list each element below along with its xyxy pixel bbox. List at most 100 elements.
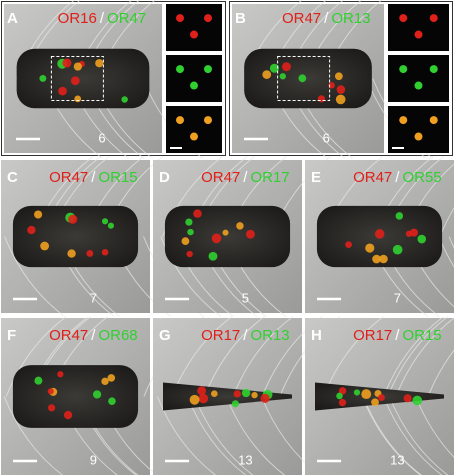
cell [410, 228, 418, 237]
panel-label: OR17/OR15 [353, 327, 442, 344]
panel: A OR16/OR47 6 [1, 0, 226, 159]
separator: / [395, 327, 400, 344]
cell [298, 74, 307, 83]
cell [190, 132, 198, 141]
inset [388, 106, 449, 153]
cell [236, 222, 244, 230]
panel: D OR47/OR17 5 [153, 156, 332, 317]
cell-count: 5 [242, 290, 249, 305]
panel-label: OR47/OR17 [201, 169, 290, 186]
cell [27, 225, 36, 235]
red-label: OR47 [282, 10, 321, 27]
cell [414, 81, 423, 90]
inset [166, 4, 222, 51]
panel-letter: B [235, 10, 246, 27]
cell [204, 65, 212, 74]
panel-letter: E [311, 169, 321, 186]
cell [190, 30, 198, 39]
cell [379, 254, 388, 264]
cell [34, 376, 43, 385]
red-label: OR47 [49, 327, 88, 344]
hair [387, 316, 449, 397]
zoom-box [50, 56, 104, 101]
separator: / [324, 10, 329, 27]
cell [414, 30, 423, 39]
red-label: OR17 [201, 327, 240, 344]
cell [211, 233, 222, 244]
green-label: OR13 [331, 10, 370, 27]
hair [4, 236, 65, 317]
panel: C OR47/OR15 7 [1, 156, 204, 317]
cell [336, 85, 346, 94]
cell [372, 254, 381, 264]
red-label: OR47 [201, 169, 240, 186]
cell [338, 398, 347, 407]
cell [62, 58, 72, 68]
cell [371, 398, 379, 407]
separator: / [91, 327, 96, 344]
cell [417, 234, 427, 244]
separator: / [395, 169, 400, 186]
separator: / [243, 327, 248, 344]
hair [383, 396, 443, 475]
cell [101, 248, 109, 256]
hair [225, 396, 286, 475]
cell [108, 397, 116, 405]
cell [241, 388, 251, 398]
cell [374, 229, 385, 239]
cell [245, 229, 255, 239]
cell [86, 250, 94, 257]
cell [73, 62, 82, 71]
cell [251, 391, 258, 399]
cell [403, 394, 412, 403]
zoom-box [277, 56, 331, 101]
panel-label: OR17/OR13 [201, 327, 290, 344]
cell [198, 393, 209, 404]
cell [429, 116, 438, 125]
cell [67, 249, 76, 258]
separator: / [100, 10, 105, 27]
panel-letter: C [7, 169, 18, 186]
inset [388, 4, 449, 51]
cell [405, 230, 413, 237]
green-label: OR15 [402, 327, 441, 344]
red-label: OR47 [49, 169, 88, 186]
cell [185, 218, 193, 226]
cell [414, 132, 423, 141]
cell [279, 73, 286, 80]
cell [211, 390, 218, 398]
cell [281, 62, 291, 72]
inset [166, 106, 222, 153]
green-label: OR47 [107, 10, 146, 27]
panel-letter: D [159, 169, 170, 186]
cell-count: 7 [394, 290, 401, 305]
hair [439, 207, 454, 237]
panel-label: OR47/OR15 [49, 169, 138, 186]
cell [338, 387, 347, 395]
cell [208, 251, 218, 261]
cell [193, 209, 202, 218]
cell [204, 116, 212, 125]
cell [176, 14, 184, 23]
hair [362, 396, 423, 475]
larva-body [16, 48, 150, 109]
cell [47, 388, 54, 395]
cell [95, 59, 104, 68]
cell [335, 94, 346, 105]
cell [92, 390, 102, 399]
cell [392, 244, 403, 255]
green-label: OR13 [250, 327, 289, 344]
panel-label: OR47/OR55 [353, 169, 442, 186]
green-label: OR55 [402, 169, 441, 186]
cell [365, 243, 375, 253]
cell [429, 14, 438, 23]
cell [260, 393, 270, 403]
panel: G OR17/OR13 13 [153, 316, 341, 475]
cell [57, 371, 64, 378]
cell [412, 395, 423, 406]
cell [233, 390, 241, 398]
cell [121, 96, 128, 103]
panel: H OR17/OR15 13 [305, 316, 454, 475]
hair [3, 396, 64, 475]
